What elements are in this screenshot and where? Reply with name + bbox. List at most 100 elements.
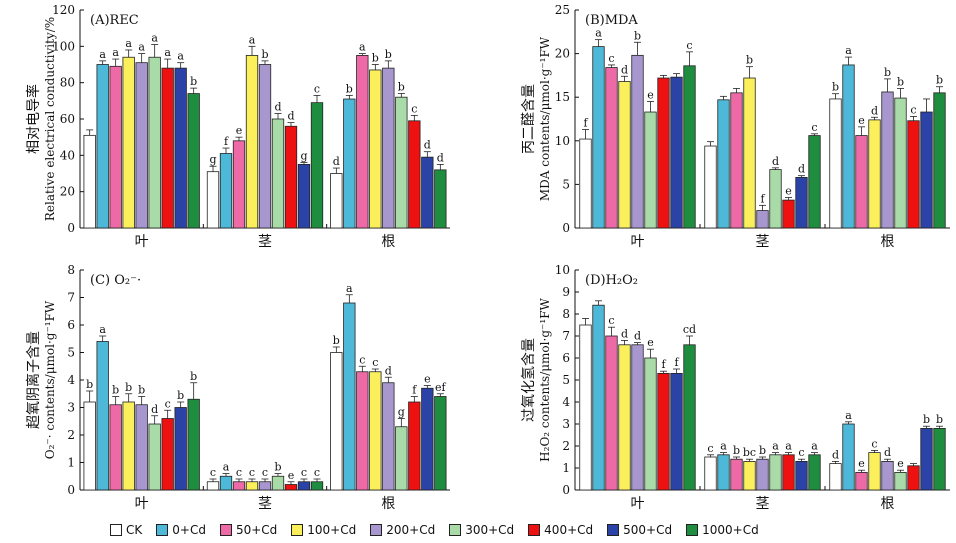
- x-tick-label: 叶: [135, 234, 149, 250]
- significance-label: b: [634, 29, 641, 42]
- bar: [187, 93, 200, 229]
- legend-swatch: [156, 524, 169, 536]
- bar: [657, 77, 670, 229]
- bar: [782, 199, 795, 229]
- significance-label: d: [634, 330, 641, 343]
- chart-panel-1: 0 20 40 60 80 100 120 (A)REC 相对电导率Relative elect…: [25, 3, 450, 250]
- significance-label: c: [165, 397, 171, 410]
- significance-label: f: [661, 358, 666, 371]
- significance-label: d: [437, 151, 444, 164]
- panel-title: (D)H₂O₂: [585, 273, 638, 288]
- legend-label: 0+Cd: [172, 523, 206, 537]
- x-tick-label: 茎: [258, 496, 272, 512]
- bar: [271, 118, 285, 229]
- legend-swatch: [219, 524, 232, 536]
- significance-label: b: [190, 370, 197, 383]
- significance-label: a: [359, 41, 366, 54]
- y-axis-label-en: MDA contents/μmol·g⁻¹FW: [538, 36, 552, 201]
- bar: [907, 465, 920, 491]
- bar: [434, 169, 447, 229]
- bar: [369, 371, 382, 491]
- y-tick-label: 2: [67, 428, 75, 442]
- y-tick-label: 25: [555, 3, 570, 17]
- bar: [96, 341, 109, 491]
- bar: [109, 65, 122, 229]
- y-tick-label: 1: [562, 461, 570, 475]
- significance-label: d: [798, 163, 805, 176]
- bar: [135, 62, 148, 229]
- y-axis-label-cn: 超氧阴离子含量: [25, 331, 42, 429]
- significance-label: a: [595, 27, 602, 40]
- significance-label: a: [720, 440, 727, 453]
- legend-label: 300+Cd: [465, 523, 515, 537]
- bar: [704, 145, 717, 229]
- significance-label: b: [897, 75, 904, 88]
- significance-label: c: [301, 466, 307, 479]
- significance-label: e: [858, 114, 865, 127]
- significance-label: d: [333, 155, 340, 168]
- significance-label: b: [936, 74, 943, 87]
- y-axis-label-cn: 过氧化氢含量: [521, 338, 537, 422]
- significance-label: a: [151, 32, 158, 45]
- bar: [161, 418, 174, 491]
- bar: [829, 98, 842, 229]
- bar: [245, 55, 259, 229]
- bar: [920, 111, 933, 229]
- significance-label: c: [314, 466, 320, 479]
- bar: [245, 481, 259, 491]
- bar: [122, 56, 135, 229]
- significance-label: d: [385, 364, 392, 377]
- x-tick-label: 叶: [135, 496, 149, 512]
- significance-label: d: [871, 104, 878, 117]
- significance-label: a: [112, 46, 119, 59]
- bar: [769, 169, 782, 229]
- significance-label: f: [224, 135, 229, 148]
- significance-label: b: [138, 384, 145, 397]
- bar: [855, 471, 868, 491]
- significance-label: b: [372, 52, 379, 65]
- x-tick-label: 茎: [258, 234, 272, 250]
- significance-label: e: [647, 336, 654, 349]
- significance-label: c: [314, 82, 320, 95]
- legend-swatch: [110, 524, 122, 536]
- bar: [369, 69, 382, 229]
- legend-label: 1000+Cd: [702, 523, 759, 537]
- legend-item: 500+Cd: [607, 523, 672, 537]
- bar: [756, 458, 769, 491]
- legend-label: 200+Cd: [386, 523, 436, 537]
- bar: [631, 54, 644, 229]
- bar: [421, 156, 434, 229]
- significance-label: a: [785, 440, 792, 453]
- significance-label: a: [138, 41, 145, 54]
- significance-label: b: [398, 81, 405, 94]
- bar: [717, 99, 730, 229]
- legend-swatch: [291, 524, 304, 536]
- significance-label: a: [845, 44, 852, 57]
- x-tick-label: 叶: [631, 234, 645, 250]
- legend-swatch: [607, 524, 620, 536]
- bar: [258, 481, 272, 491]
- bar: [356, 371, 369, 491]
- legend-item: 400+Cd: [528, 523, 593, 537]
- bar: [842, 423, 855, 491]
- bar: [83, 134, 96, 229]
- significance-label: d: [151, 403, 158, 416]
- bar: [657, 372, 670, 491]
- chart-panel-4: 0 1 2 3 4 5 6 7 8 9 10 (D)H₂O₂ 过氧化氢含量H₂O₂ contents/μ…: [521, 263, 950, 512]
- significance-label: c: [411, 102, 417, 115]
- bar: [579, 138, 592, 229]
- bar: [868, 452, 881, 491]
- y-tick-label: 0: [562, 221, 570, 235]
- significance-label: d: [424, 139, 431, 152]
- significance-label: a: [125, 37, 132, 50]
- significance-label: b: [385, 48, 392, 61]
- bar: [605, 67, 618, 229]
- bar: [206, 171, 220, 229]
- significance-label: a: [249, 33, 256, 46]
- y-tick-label: 10: [555, 263, 570, 277]
- bar: [382, 382, 395, 491]
- significance-label: f: [583, 116, 588, 129]
- significance-label: a: [811, 440, 818, 453]
- significance-label: b: [190, 75, 197, 88]
- significance-label: c: [236, 466, 242, 479]
